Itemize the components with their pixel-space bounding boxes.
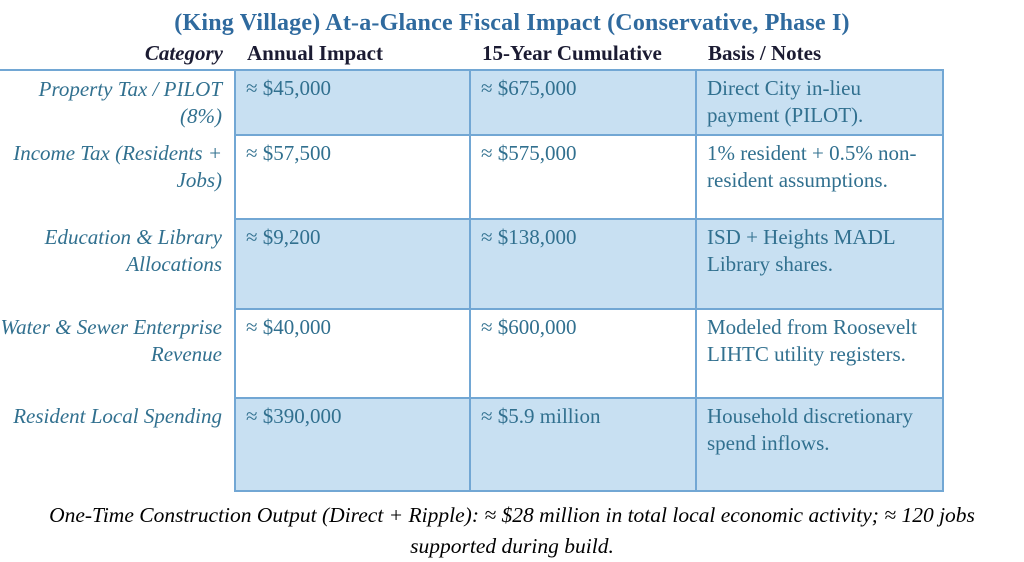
basis-notes-text: Modeled from Roosevelt LIHTC utility reg… [695, 308, 944, 399]
cumulative-value: ≈ $5.9 million [469, 397, 697, 492]
cumulative-value: ≈ $575,000 [469, 134, 697, 220]
table-row-property-tax: Property Tax / PILOT (8%) ≈ $45,000 ≈ $6… [0, 69, 944, 136]
row-category-label: Property Tax / PILOT (8%) [38, 77, 222, 129]
table-row-education-library: Education & Library Allocations ≈ $9,200… [0, 218, 944, 310]
row-category-label: Education & Library Allocations [44, 225, 222, 277]
table-row-resident-spending: Resident Local Spending ≈ $390,000 ≈ $5.… [0, 397, 944, 492]
column-header-category: Category [0, 41, 235, 71]
cumulative-value: ≈ $600,000 [469, 308, 697, 399]
basis-notes-text: 1% resident + 0.5% non-resident assumpti… [695, 134, 944, 220]
annual-impact-value: ≈ $57,500 [234, 134, 471, 220]
column-header-basis-notes: Basis / Notes [696, 41, 943, 71]
basis-notes-text: Household discretionary spend inflows. [695, 397, 944, 492]
basis-notes-text: Direct City in-lieu payment (PILOT). [695, 69, 944, 136]
cumulative-value: ≈ $675,000 [469, 69, 697, 136]
fiscal-impact-table: Category Annual Impact 15-Year Cumulativ… [0, 41, 944, 492]
construction-output-footnote: One-Time Construction Output (Direct + R… [49, 503, 975, 559]
row-category-label: Income Tax (Residents + Jobs) [13, 141, 222, 193]
annual-impact-value: ≈ $390,000 [234, 397, 471, 492]
row-category-label: Resident Local Spending [13, 404, 222, 428]
page-title: (King Village) At-a-Glance Fiscal Impact… [174, 10, 850, 36]
document-page: (King Village) At-a-Glance Fiscal Impact… [0, 10, 1024, 558]
row-category-label: Water & Sewer Enterprise Revenue [0, 315, 222, 367]
basis-notes-text: ISD + Heights MADL Library shares. [695, 218, 944, 310]
column-header-annual-impact: Annual Impact [235, 41, 470, 71]
annual-impact-value: ≈ $45,000 [234, 69, 471, 136]
column-header-15-year-cumulative: 15-Year Cumulative [470, 41, 696, 71]
cumulative-value: ≈ $138,000 [469, 218, 697, 310]
annual-impact-value: ≈ $40,000 [234, 308, 471, 399]
table-row-water-sewer: Water & Sewer Enterprise Revenue ≈ $40,0… [0, 308, 944, 399]
table-row-income-tax: Income Tax (Residents + Jobs) ≈ $57,500 … [0, 134, 944, 220]
table-header-row: Category Annual Impact 15-Year Cumulativ… [0, 41, 943, 71]
annual-impact-value: ≈ $9,200 [234, 218, 471, 310]
